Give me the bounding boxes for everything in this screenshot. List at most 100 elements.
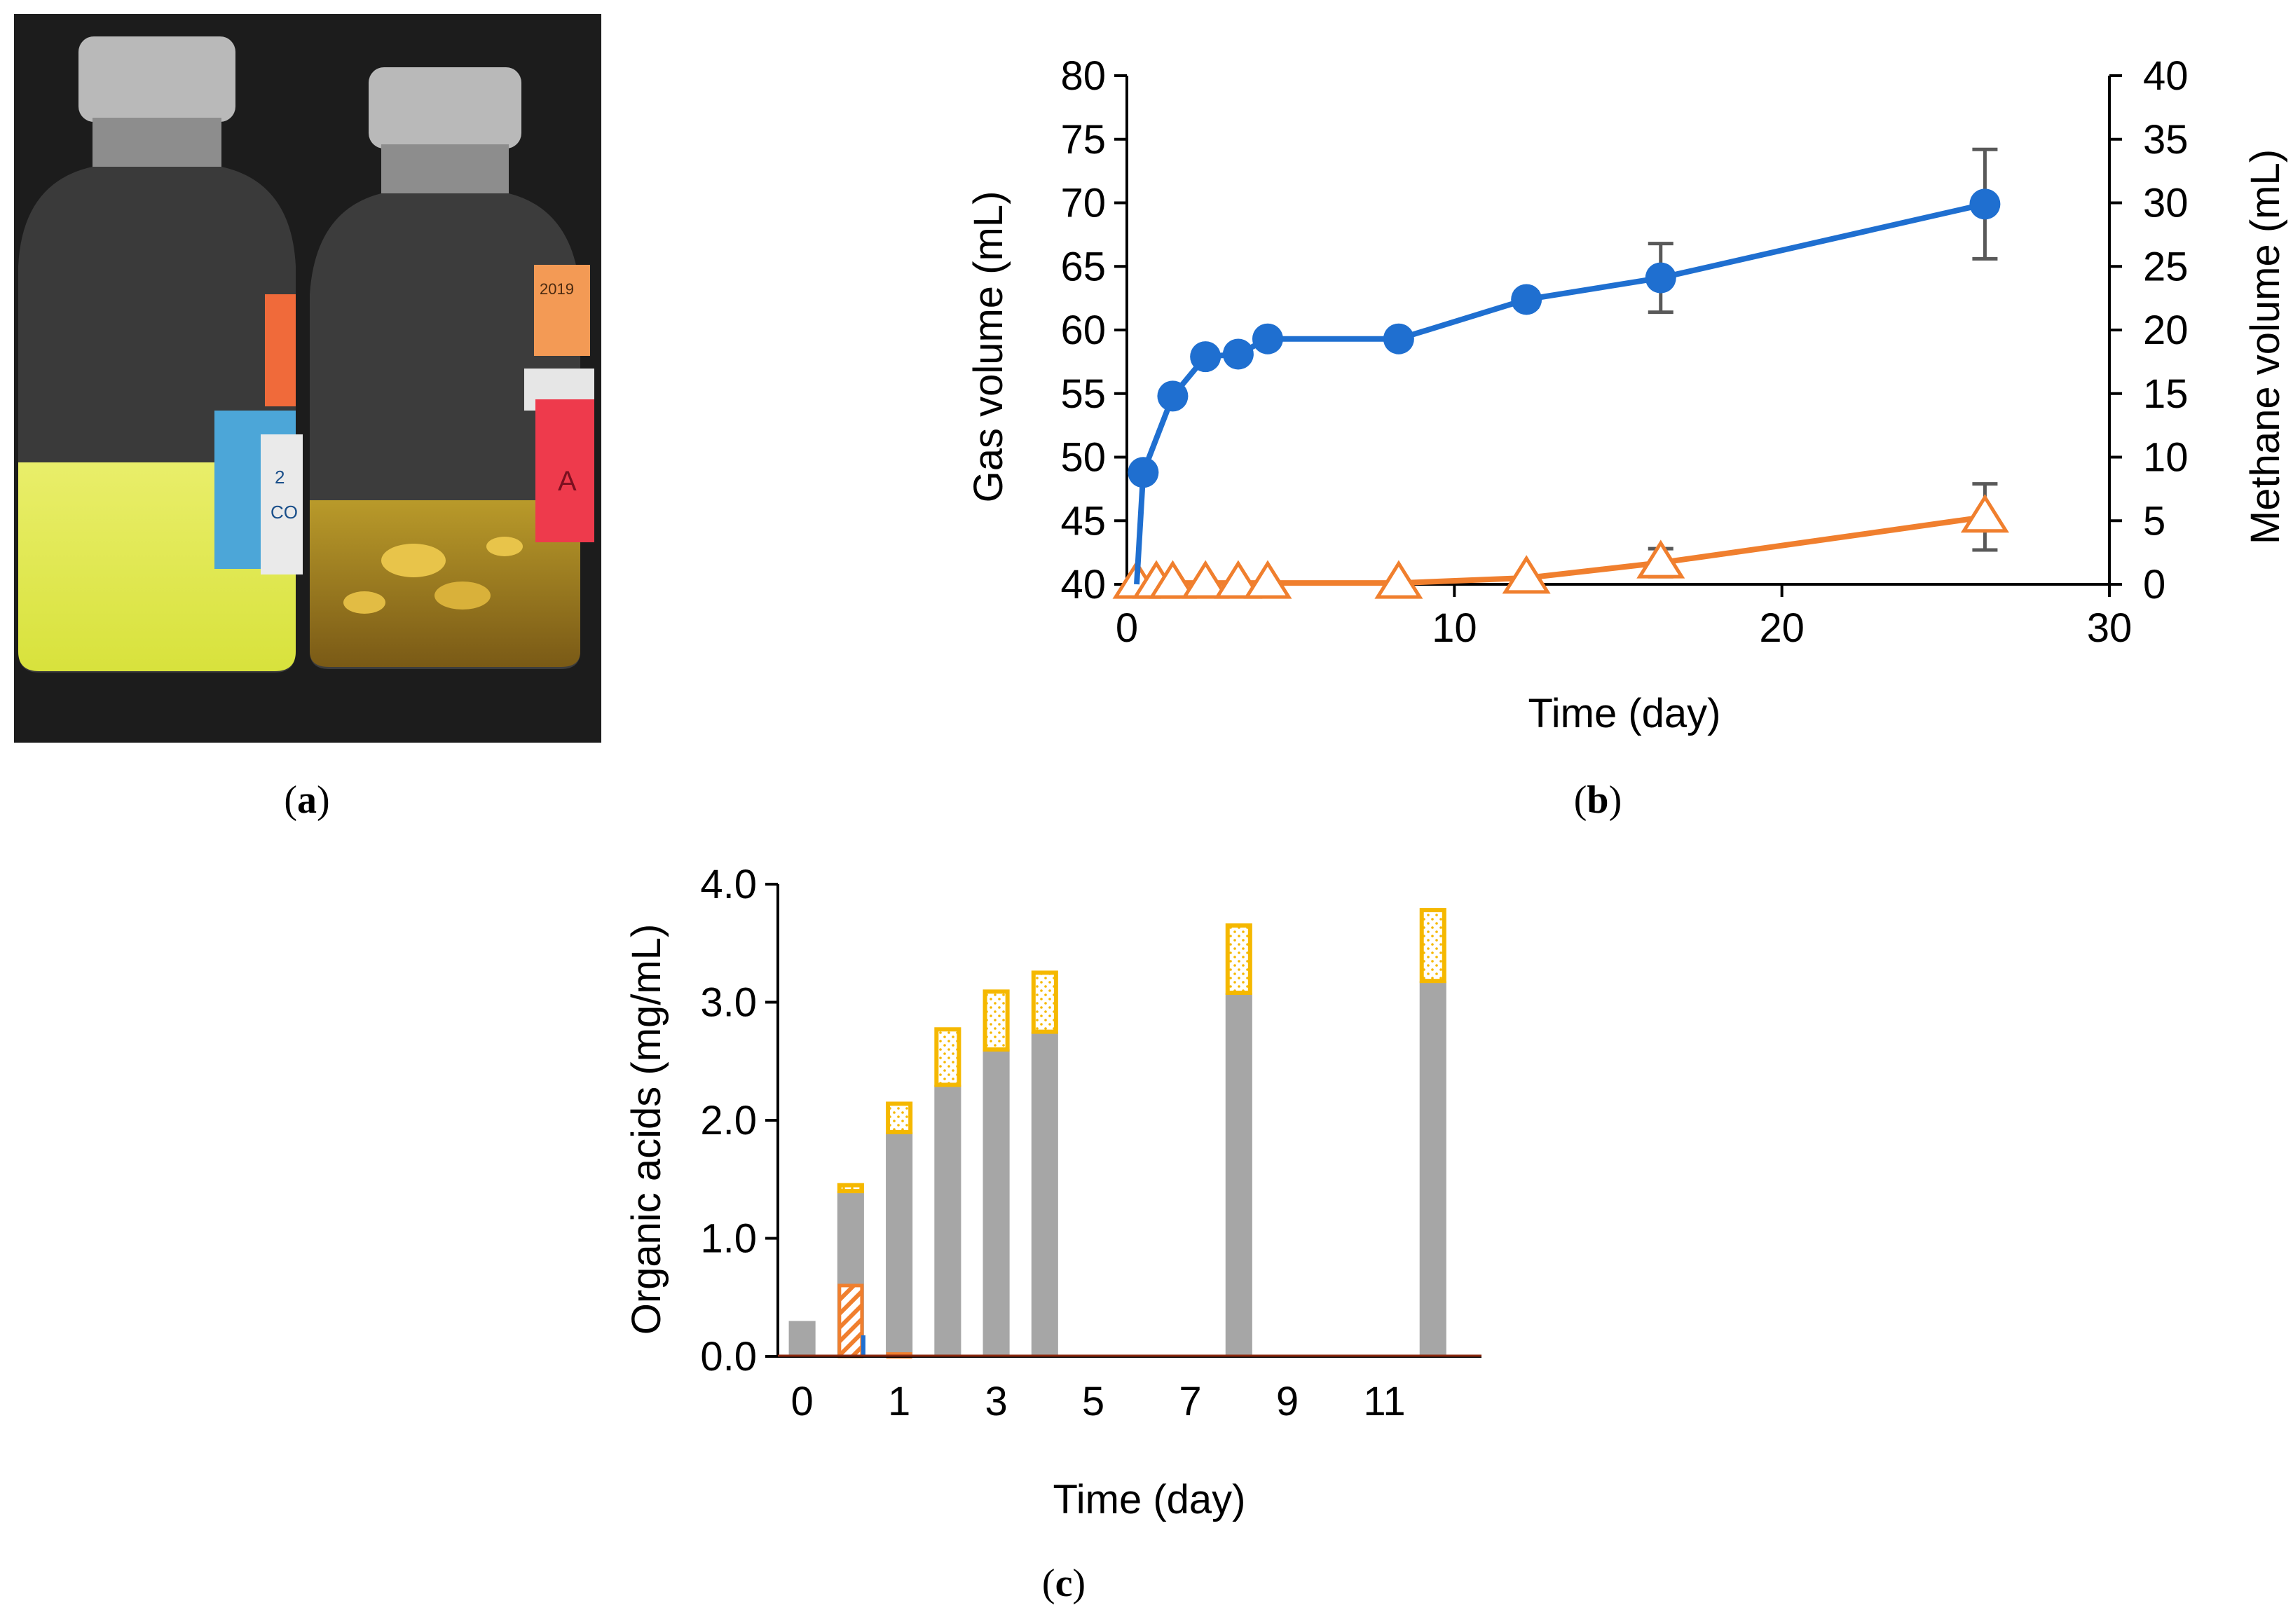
chart-b-ylabel: Gas volume (mL)	[966, 191, 1011, 503]
gray-acid-bar	[1225, 993, 1252, 1356]
chart-b-y2-tick-label: 35	[2143, 117, 2189, 163]
chart-b-y-tick-label: 65	[1060, 244, 1106, 289]
chart-c-y-tick-label: 4.0	[700, 862, 757, 907]
caption-b: (b)	[1574, 778, 1622, 822]
chart-b-y2-tick-label: 15	[2143, 371, 2189, 417]
chart-b-y2-tick-label: 0	[2143, 562, 2165, 607]
chart-b-x-tick-label: 10	[1432, 605, 1477, 651]
gas-point	[1645, 262, 1676, 294]
chart-b-y-ticks: 40 45 50 55 60 65 70 75 80	[1060, 53, 1127, 607]
methane-point	[1148, 560, 1197, 599]
chart-b-y-tick-label: 80	[1060, 53, 1106, 99]
right-vial-sediment-3	[343, 591, 385, 614]
chart-b-y-tick-label: 60	[1060, 308, 1106, 353]
gas-point	[1383, 323, 1414, 355]
chart-c-ylabel: Organic acids (mg/mL)	[624, 924, 669, 1335]
methane-point	[1181, 560, 1230, 599]
methane-point	[1502, 555, 1551, 594]
photo-panel: 2 CO 2019 A	[14, 14, 601, 743]
chart-b-y2-tick-label: 5	[2143, 498, 2165, 544]
right-vial-sediment-2	[434, 582, 491, 610]
right-vial-tag-text-1: 2019	[540, 280, 574, 298]
gas-point	[1252, 323, 1283, 355]
right-vial: 2019 A	[310, 67, 594, 669]
chart-b-series	[1112, 147, 2009, 599]
chart-c-x-tick-label: 11	[1363, 1379, 1405, 1424]
chart-b-xlabel: Time (day)	[1528, 691, 1721, 736]
chart-c: 0.0 1.0 2.0 3.0 4.0 0 1 3 5 7 9 11 Time (day) Orga…	[624, 862, 1481, 1522]
chart-b-y-tick-label: 40	[1060, 562, 1106, 607]
chart-b-y2-ticks: 0 5 10 15 20 25 30 35 40	[2109, 53, 2189, 607]
chart-c-y-tick-label: 3.0	[700, 980, 757, 1026]
yellow-acid-bar	[837, 1183, 864, 1194]
chart-b-y2-tick-label: 40	[2143, 53, 2189, 99]
right-vial-neck	[381, 144, 509, 193]
gas-line	[1134, 201, 1986, 585]
chart-b-y-tick-label: 50	[1060, 435, 1106, 481]
chart-c-y-tick-label: 2.0	[700, 1098, 757, 1143]
caption-a: (a)	[284, 778, 329, 822]
chart-b-x-tick-label: 30	[2087, 605, 2133, 651]
chart-b: 40 45 50 55 60 65 70 75 80 0 5 10 15 20 25 30 35 40 0 10 2…	[966, 53, 2288, 736]
chart-b-y2-tick-label: 20	[2143, 308, 2189, 353]
chart-b-x-tick-label: 0	[1116, 605, 1138, 651]
methane-point	[1214, 560, 1263, 599]
methane-point	[1243, 560, 1292, 599]
gray-acid-bar	[1419, 981, 1446, 1356]
chart-c-x-tick-label: 5	[1082, 1379, 1104, 1424]
chart-c-x-tick-label: 9	[1276, 1379, 1299, 1424]
chart-c-x-tick-label: 1	[888, 1379, 910, 1424]
left-vial-tag-white	[261, 434, 303, 574]
chart-c-x-tick-label: 0	[790, 1379, 813, 1424]
left-vial-cap	[78, 36, 235, 122]
left-vial-tag-text-1: 2	[275, 467, 285, 488]
gas-point	[1157, 380, 1189, 412]
gray-acid-bar	[983, 1049, 1010, 1356]
gas-point	[1128, 457, 1159, 488]
chart-b-y-tick-label: 75	[1060, 117, 1106, 163]
gray-acid-bar	[788, 1321, 816, 1356]
chart-c-xlabel: Time (day)	[1053, 1477, 1246, 1522]
chart-b-y-tick-label: 55	[1060, 371, 1106, 417]
chart-c-y-tick-label: 0.0	[700, 1334, 757, 1379]
chart-c-y-tick-label: 1.0	[700, 1216, 757, 1262]
chart-c-x-tick-label: 3	[985, 1379, 1007, 1424]
caption-c-letter: c	[1055, 1562, 1073, 1605]
gas-point	[1222, 338, 1254, 370]
gray-acid-bar	[886, 1131, 913, 1356]
methane-point	[1374, 560, 1423, 599]
left-vial-tag-orange	[265, 294, 296, 406]
gas-point	[1511, 284, 1542, 315]
chart-c-axes	[776, 884, 1481, 1358]
yellow-acid-bar	[983, 989, 1010, 1052]
chart-b-y-tick-label: 45	[1060, 498, 1106, 544]
chart-b-y2label: Methane volume (mL)	[2243, 149, 2288, 544]
chart-b-y2-tick-label: 25	[2143, 244, 2189, 289]
caption-b-letter: b	[1587, 778, 1608, 822]
right-vial-sediment-1	[381, 544, 446, 577]
gray-acid-bar	[934, 1085, 961, 1356]
blue-acid-bar	[861, 1335, 865, 1356]
orange-acid-bar	[837, 1284, 864, 1358]
chart-c-x-tick-label: 7	[1179, 1379, 1201, 1424]
gas-point	[1969, 188, 2001, 220]
chart-c-x-ticks: 0 1 3 5 7 9 11	[790, 1379, 1405, 1424]
yellow-acid-bar	[1225, 923, 1252, 996]
chart-b-y2-tick-label: 10	[2143, 435, 2189, 481]
left-vial: 2 CO	[18, 36, 303, 673]
caption-c: (c)	[1042, 1562, 1086, 1605]
right-vial-tag-text-2: A	[558, 466, 577, 497]
caption-a-letter: a	[297, 778, 317, 822]
left-vial-tag-text-2: CO	[271, 502, 298, 523]
chart-c-bars	[788, 908, 1446, 1359]
gray-acid-bar	[1031, 1031, 1058, 1356]
yellow-acid-bar	[1419, 908, 1446, 984]
right-vial-tag-red	[535, 399, 594, 542]
methane-point	[1636, 539, 1685, 579]
yellow-acid-bar	[934, 1027, 961, 1087]
chart-b-x-ticks: 0 10 20 30	[1116, 584, 2132, 651]
chart-b-x-tick-label: 20	[1759, 605, 1805, 651]
methane-point	[1960, 494, 2009, 533]
right-vial-tag-orange	[534, 265, 590, 356]
